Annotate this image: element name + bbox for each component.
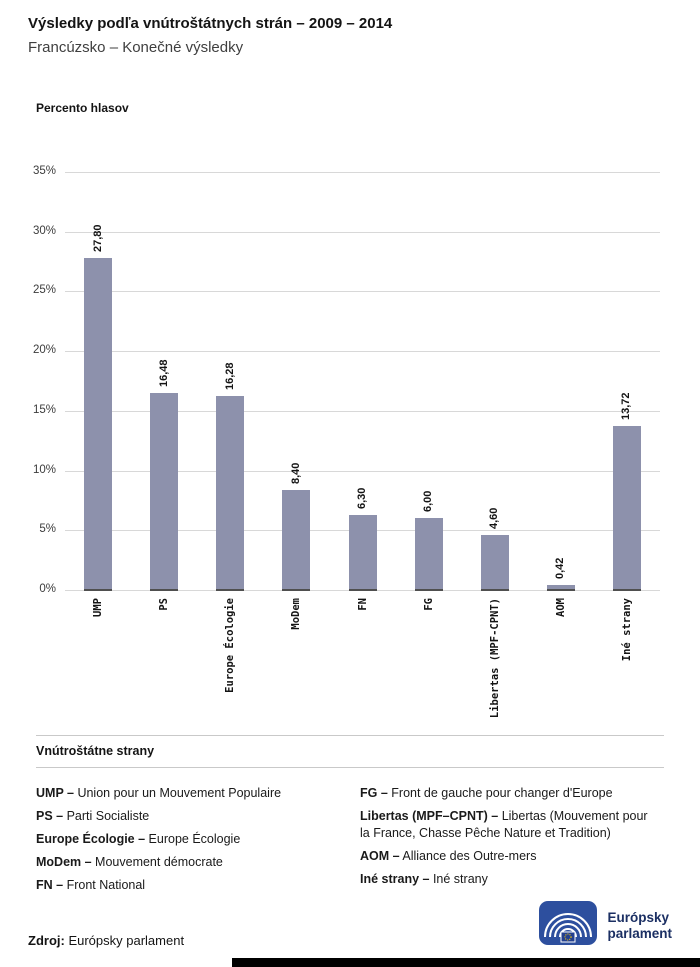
bar	[546, 584, 575, 590]
ep-logo-line2: parlament	[607, 925, 672, 941]
bar-base-tick	[84, 589, 113, 591]
x-axis-label: AOM	[554, 598, 567, 617]
x-axis-label: FN	[356, 598, 369, 611]
legend-item-name: Mouvement démocrate	[91, 855, 223, 869]
legend-item: UMP – Union pour un Mouvement Populaire	[36, 785, 360, 802]
legend-column-right: FG – Front de gauche pour changer d'Euro…	[360, 785, 664, 900]
bar-value-label: 13,72	[620, 392, 633, 421]
x-axis-label: FG	[422, 598, 435, 611]
bar	[150, 393, 179, 590]
source-value: Európsky parlament	[68, 933, 185, 948]
bar-base-tick	[216, 589, 245, 591]
chart-subtitle: Francúzsko – Konečné výsledky	[28, 39, 244, 56]
ep-logo: Európsky parlament	[539, 901, 672, 950]
bar	[216, 395, 245, 590]
legend-item-abbr: AOM –	[360, 849, 400, 863]
bar-base-tick	[150, 589, 179, 591]
bar	[84, 257, 113, 590]
legend-item-abbr: Libertas (MPF–CPNT) –	[360, 809, 499, 823]
bar-base-tick	[612, 589, 641, 591]
legend-item: PS – Parti Socialiste	[36, 808, 360, 825]
y-tick-label: 5%	[39, 523, 56, 536]
bar-value-label: 16,48	[157, 359, 170, 388]
legend-item: Iné strany – Iné strany	[360, 871, 664, 888]
legend-item-name: Front de gauche pour changer d'Europe	[387, 786, 613, 800]
bar-base-tick	[414, 589, 443, 591]
legend-heading: Vnútroštátne strany	[36, 735, 664, 768]
gridline	[65, 470, 660, 472]
legend-item: FN – Front National	[36, 877, 360, 894]
bar-value-label: 27,80	[91, 224, 104, 252]
legend-item: MoDem – Mouvement démocrate	[36, 854, 360, 871]
bar-base-tick	[480, 589, 509, 591]
y-tick-label: 10%	[32, 463, 56, 476]
legend-item: Libertas (MPF–CPNT) – Libertas (Mouvemen…	[360, 808, 664, 842]
bar	[480, 535, 509, 590]
bar-value-label: 8,40	[289, 462, 302, 484]
ep-hemicycle-icon	[539, 901, 598, 950]
y-tick-label: 0%	[39, 583, 56, 595]
bar	[612, 426, 641, 590]
x-axis-label: UMP	[92, 598, 105, 617]
x-axis-label: MoDem	[290, 598, 303, 630]
bar	[348, 514, 377, 590]
legend-column-left: UMP – Union pour un Mouvement Populaire P…	[36, 785, 360, 900]
x-axis-label: Iné strany	[620, 598, 633, 662]
legend-item: FG – Front de gauche pour changer d'Euro…	[360, 785, 664, 802]
gridline	[65, 410, 660, 412]
legend-item-name: Parti Socialiste	[63, 809, 150, 823]
gridline	[65, 351, 660, 353]
legend: Vnútroštátne strany UMP – Union pour un …	[36, 735, 664, 900]
y-tick-label: 30%	[32, 224, 56, 237]
gridline	[65, 172, 660, 173]
ep-logo-text: Európsky parlament	[607, 910, 672, 941]
x-axis-label: Libertas (MPF-CPNT)	[488, 598, 501, 719]
y-axis-title: Percento hlasov	[36, 101, 129, 115]
legend-item-name: Libertas (Mouvement pour la France, Chas…	[360, 809, 648, 840]
source-label: Zdroj:	[28, 933, 65, 948]
legend-item-abbr: Iné strany –	[360, 872, 430, 886]
legend-item-abbr: FG –	[360, 786, 388, 800]
y-tick-label: 20%	[32, 344, 56, 357]
bar-value-label: 6,00	[422, 490, 435, 513]
legend-item-abbr: PS –	[36, 809, 64, 823]
ep-logo-line1: Európsky	[607, 909, 669, 925]
legend-item-abbr: FN –	[36, 878, 64, 892]
bar-value-label: 0,42	[554, 557, 567, 579]
legend-item-name: Alliance des Outre-mers	[399, 849, 537, 863]
bar	[282, 489, 311, 590]
legend-item: AOM – Alliance des Outre-mers	[360, 848, 664, 865]
bar-base-tick	[348, 589, 377, 591]
x-axis-label: PS	[158, 598, 171, 611]
chart-title: Výsledky podľa vnútroštátnych strán – 20…	[28, 15, 393, 32]
bar-value-label: 16,28	[223, 362, 236, 390]
bottom-black-bar	[232, 958, 700, 967]
bar-value-label: 4,60	[488, 507, 501, 530]
legend-item-name: Union pour un Mouvement Populaire	[73, 786, 282, 800]
gridline	[65, 231, 660, 233]
legend-item-name: Europe Écologie	[145, 832, 241, 846]
y-tick-label: 25%	[32, 284, 56, 297]
y-tick-label: 15%	[32, 403, 56, 416]
bar-base-tick	[282, 589, 311, 591]
x-axis-label: Europe Écologie	[224, 598, 237, 693]
legend-item-abbr: Europe Écologie –	[36, 832, 146, 846]
legend-item-abbr: MoDem –	[36, 855, 92, 869]
source-line: Zdroj: Európsky parlament	[28, 933, 184, 948]
bar-base-tick	[546, 589, 575, 591]
legend-item-name: Iné strany	[429, 872, 488, 886]
bar-value-label: 6,30	[356, 487, 368, 509]
y-tick-label: 35%	[32, 165, 56, 177]
legend-item: Europe Écologie – Europe Écologie	[36, 831, 360, 848]
legend-item-abbr: UMP –	[36, 786, 74, 800]
legend-columns: UMP – Union pour un Mouvement Populaire P…	[36, 768, 664, 900]
gridline	[65, 291, 660, 293]
legend-item-name: Front National	[63, 878, 146, 892]
bar	[414, 518, 443, 590]
